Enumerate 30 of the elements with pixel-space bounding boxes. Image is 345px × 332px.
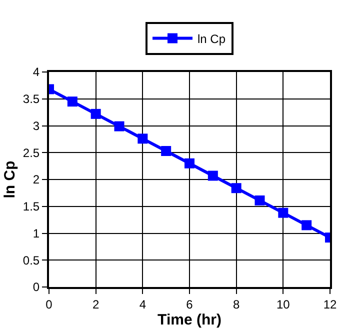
y-tick-label: 2 <box>32 172 40 187</box>
y-tick-label: 3 <box>32 118 40 133</box>
y-tick-label: 0.5 <box>22 253 40 268</box>
x-tick-label: 10 <box>276 297 290 312</box>
x-tick-label: 2 <box>92 297 100 312</box>
y-axis-title: ln Cp <box>2 160 19 198</box>
point <box>67 96 78 107</box>
point <box>114 121 124 132</box>
x-tick-label: 4 <box>139 297 146 312</box>
y-tick-label: 4 <box>32 65 40 80</box>
x-axis-title: Time (hr) <box>158 311 222 328</box>
y-tick-label: 3.5 <box>22 92 40 106</box>
point <box>254 195 265 206</box>
point <box>302 220 312 230</box>
point <box>161 146 172 156</box>
y-tick-label: 2.5 <box>22 146 40 160</box>
legend-label: ln Cp <box>198 32 226 46</box>
point <box>90 108 101 119</box>
x-tick-label: 12 <box>323 297 337 312</box>
y-tick-label: 1.5 <box>22 200 40 214</box>
point <box>278 208 288 218</box>
point <box>231 183 242 194</box>
x-tick-label: 8 <box>232 297 240 312</box>
point <box>184 158 194 168</box>
x-tick-label: 0 <box>46 297 53 312</box>
point <box>138 134 148 144</box>
y-tick-label: 1 <box>32 226 40 240</box>
y-tick-label: 0 <box>32 280 40 294</box>
point <box>208 170 218 181</box>
x-tick-label: 6 <box>186 297 194 312</box>
